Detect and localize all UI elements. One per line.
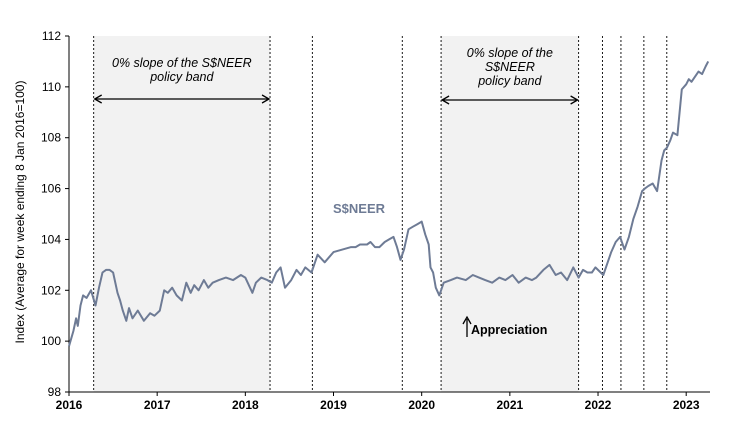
y-tick-label: 106 (41, 182, 61, 196)
x-tick-label: 2017 (144, 398, 171, 412)
annotation-arrowhead-left (440, 95, 450, 105)
x-tick-label: 2016 (56, 398, 83, 412)
y-tick-label: 98 (48, 385, 62, 399)
y-tick-labels: 98 100 102 104 106 108 110 112 (41, 29, 61, 399)
appreciation-arrowhead (462, 315, 472, 325)
x-tick-label: 2020 (408, 398, 435, 412)
appreciation-note: Appreciation (462, 315, 547, 337)
x-tick-label: 2023 (673, 398, 700, 412)
sneer-series-line (68, 60, 710, 347)
appreciation-label: Appreciation (471, 323, 547, 337)
shaded-band-1 (93, 36, 271, 392)
annotation-text: policy band (477, 74, 542, 88)
x-tick-label: 2019 (320, 398, 347, 412)
shaded-band-2 (441, 36, 579, 392)
annotation-text: 0% slope of the (467, 46, 553, 60)
x-tick-label: 2021 (497, 398, 524, 412)
annotation-text: S$NEER (485, 60, 535, 74)
x-tick-labels: 2016 2017 2018 2019 2020 2021 2022 2023 (56, 398, 700, 412)
vertical-dashed-lines (93, 36, 668, 392)
y-tick-label: 104 (41, 232, 61, 246)
annotation-text: 0% slope of the S$NEER (112, 56, 252, 70)
annotation-arrowhead-right (570, 95, 579, 105)
axes (65, 35, 710, 396)
annotation-arrowhead-right (261, 94, 271, 104)
y-tick-label: 110 (42, 80, 61, 94)
y-axis-title: Index (Average for week ending 8 Jan 201… (13, 81, 27, 344)
x-tick-label: 2022 (585, 398, 612, 412)
y-tick-label: 102 (41, 283, 61, 297)
y-tick-label: 100 (41, 334, 61, 348)
x-tick-label: 2018 (232, 398, 259, 412)
y-tick-label: 108 (41, 131, 61, 145)
annotation-text: policy band (149, 70, 214, 84)
y-tick-label: 112 (42, 29, 61, 43)
sneer-series-label: S$NEER (333, 201, 386, 216)
shaded-bands (93, 36, 579, 392)
annotation-arrowhead-left (93, 94, 103, 104)
